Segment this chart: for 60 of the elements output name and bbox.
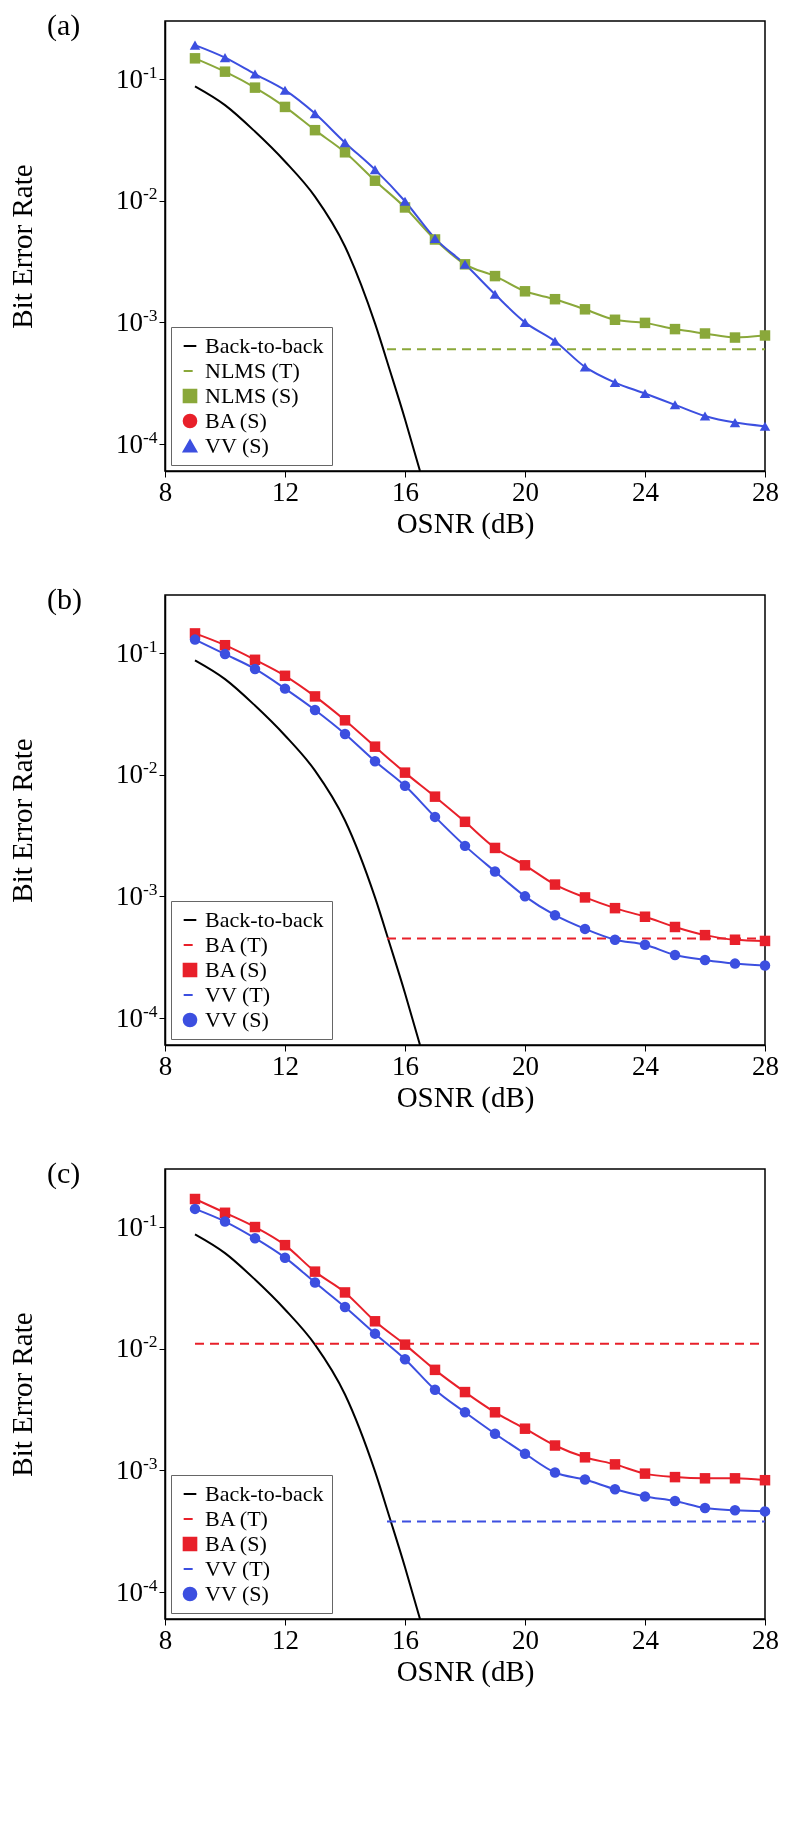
y-tick-label: 10$^{-1}$: [115, 1209, 158, 1242]
x-tick-label: 8: [158, 1624, 173, 1655]
x-tick-label: 20: [512, 1624, 539, 1655]
point: [759, 1474, 771, 1486]
point: [759, 1506, 771, 1517]
legend-label: VV (T): [205, 1556, 270, 1581]
legend-label: VV (T): [205, 982, 270, 1007]
y-tick-label: 10$^{-2}$: [115, 757, 158, 790]
y-axis-title: Bit Error Rate: [6, 164, 39, 329]
point: [759, 960, 771, 971]
x-tick-label: 24: [632, 1050, 660, 1081]
x-tick-label: 20: [512, 1050, 539, 1081]
y-tick-label: 10$^{-3}$: [115, 878, 158, 911]
x-tick-label: 8: [158, 476, 173, 507]
y-tick-label: 10$^{-4}$: [115, 1000, 158, 1033]
point: [759, 421, 771, 431]
y-tick-label: 10$^{-3}$: [115, 1452, 158, 1485]
y-tick-label: 10$^{-1}$: [115, 635, 158, 668]
y-axis-title: Bit Error Rate: [6, 1312, 39, 1477]
legend-label: BA (S): [205, 408, 267, 433]
x-tick-label: 24: [632, 476, 660, 507]
legend-label: VV (S): [205, 1007, 269, 1032]
x-tick-label: 16: [392, 1050, 419, 1081]
x-axis-title: OSNR (dB): [396, 506, 535, 540]
point: [759, 330, 771, 341]
y-tick-label: 10$^{-1}$: [115, 61, 158, 94]
x-tick-label: 8: [158, 1050, 173, 1081]
y-axis-title: Bit Error Rate: [6, 738, 39, 903]
legend-label: Back-to-back: [205, 1481, 324, 1506]
x-axis-title: OSNR (dB): [396, 1080, 535, 1114]
legend-label: VV (S): [205, 433, 269, 458]
x-tick-label: 24: [632, 1624, 660, 1655]
y-tick-label: 10$^{-2}$: [115, 183, 158, 216]
legend-label: BA (S): [205, 1531, 267, 1556]
legend-label: BA (T): [205, 1506, 268, 1531]
x-tick-label: 12: [272, 476, 299, 507]
x-tick-label: 16: [392, 476, 419, 507]
point: [759, 935, 771, 947]
legend-label: BA (T): [205, 932, 268, 957]
x-tick-label: 12: [272, 1050, 299, 1081]
y-tick-label: 10$^{-4}$: [115, 1574, 158, 1607]
y-tick-label: 10$^{-3}$: [115, 304, 158, 337]
legend-label: NLMS (T): [205, 358, 300, 383]
legend-label: Back-to-back: [205, 907, 324, 932]
chart-title: (a): [47, 8, 81, 42]
x-tick-label: 16: [392, 1624, 419, 1655]
x-tick-label: 20: [512, 476, 539, 507]
y-tick-label: 10$^{-4}$: [115, 426, 158, 459]
x-tick-label: 28: [752, 1624, 779, 1655]
legend-label: VV (S): [205, 1581, 269, 1606]
x-tick-label: 12: [272, 1624, 299, 1655]
legend-label: BA (S): [205, 957, 267, 982]
x-tick-label: 28: [752, 476, 779, 507]
legend-label: NLMS (S): [205, 383, 299, 408]
chart-title: (b): [47, 582, 82, 616]
chart-title: (c): [47, 1156, 81, 1190]
x-axis-title: OSNR (dB): [396, 1654, 535, 1688]
x-tick-label: 28: [752, 1050, 779, 1081]
y-tick-label: 10$^{-2}$: [115, 1331, 158, 1364]
legend-label: Back-to-back: [205, 333, 324, 358]
